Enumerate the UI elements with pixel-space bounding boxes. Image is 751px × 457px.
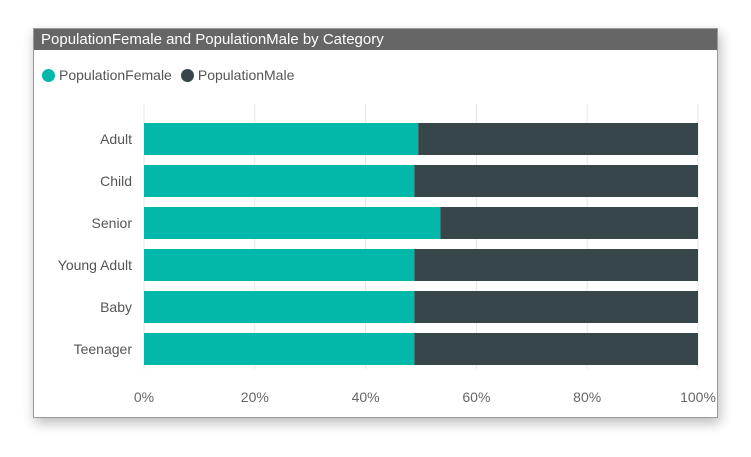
bar-chart-plot: 0% 20% 40% 60% 80% 100% Adult Child Senior Young … (58, 104, 716, 405)
male-bar-baby[interactable] (414, 291, 698, 323)
chart-title: PopulationFemale and PopulationMale by C… (34, 29, 717, 50)
female-bar-baby[interactable] (144, 291, 415, 323)
x-tick-label: 40% (352, 389, 380, 405)
chart-card: PopulationFemale and PopulationMale by C… (33, 28, 718, 418)
female-bar-child[interactable] (144, 165, 415, 197)
female-bar-young-adult[interactable] (144, 249, 415, 281)
legend-label-male: PopulationMale (197, 67, 295, 83)
legend: PopulationFemale PopulationMale (42, 67, 303, 83)
female-bar-teenager[interactable] (144, 333, 415, 365)
x-tick-label: 100% (680, 389, 716, 405)
male-bar-adult[interactable] (418, 123, 698, 155)
x-tick-label: 20% (241, 389, 269, 405)
legend-item-male[interactable]: PopulationMale (180, 67, 295, 83)
category-label: Teenager (74, 341, 133, 357)
female-legend-marker (42, 68, 55, 82)
male-bar-senior[interactable] (440, 207, 698, 239)
category-label: Senior (92, 215, 133, 231)
male-bar-child[interactable] (414, 165, 698, 197)
x-tick-label: 0% (134, 389, 154, 405)
x-tick-label: 60% (462, 389, 490, 405)
female-bar-adult[interactable] (144, 123, 419, 155)
category-label: Young Adult (58, 257, 132, 273)
legend-item-female[interactable]: PopulationFemale (42, 67, 172, 83)
legend-label-female: PopulationFemale (59, 67, 172, 83)
male-bar-young-adult[interactable] (414, 249, 698, 281)
category-label: Baby (100, 299, 132, 315)
category-label: Child (100, 173, 132, 189)
x-tick-label: 80% (573, 389, 601, 405)
male-bar-teenager[interactable] (414, 333, 698, 365)
category-label: Adult (100, 131, 132, 147)
male-legend-marker (180, 68, 194, 82)
female-bar-senior[interactable] (144, 207, 441, 239)
